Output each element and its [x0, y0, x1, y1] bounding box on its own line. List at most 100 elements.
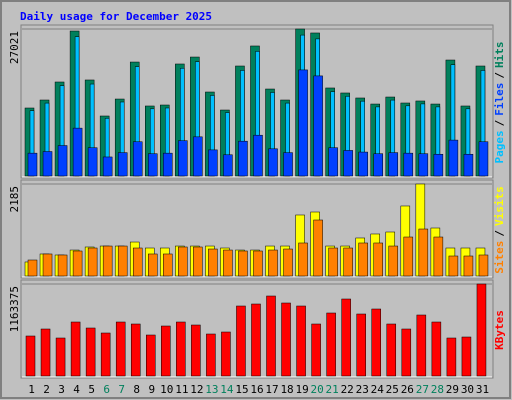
bar — [356, 313, 366, 377]
x-tick-label: 31 — [476, 383, 489, 396]
bar — [266, 295, 276, 377]
x-tick-label: 11 — [175, 383, 188, 396]
legend-entry: Sites — [493, 241, 506, 274]
bar — [132, 247, 143, 277]
bar — [253, 250, 263, 277]
x-tick-label: 24 — [371, 383, 385, 396]
bar — [238, 140, 248, 177]
x-tick-label: 16 — [250, 383, 263, 396]
bar — [87, 147, 98, 177]
bar — [42, 151, 53, 177]
bar — [176, 321, 186, 377]
bar — [57, 254, 68, 277]
x-tick-label: 20 — [311, 383, 324, 396]
bar — [57, 145, 68, 177]
legend-separator: / — [493, 119, 506, 126]
bar — [448, 139, 459, 177]
x-tick-label: 8 — [133, 383, 140, 396]
bar — [328, 147, 338, 177]
bar — [358, 151, 368, 177]
bar — [341, 298, 351, 377]
x-tick-label: 28 — [431, 383, 444, 396]
bar — [72, 127, 83, 177]
bar — [448, 255, 459, 277]
x-tick-label: 30 — [461, 383, 474, 396]
bar — [371, 308, 381, 377]
bar — [146, 334, 156, 377]
bar — [206, 333, 216, 377]
bar — [102, 156, 113, 177]
x-tick-label: 23 — [356, 383, 369, 396]
bar — [236, 305, 246, 377]
bar — [208, 149, 218, 177]
chart-title: Daily usage for December 2025 — [20, 10, 212, 23]
legend-separator: / — [493, 230, 506, 237]
bar — [433, 236, 444, 277]
bar — [326, 312, 336, 377]
x-tick-label: 18 — [280, 383, 293, 396]
bar — [418, 153, 429, 177]
bar — [100, 332, 111, 377]
bar — [70, 321, 81, 377]
legend-entry: Hits — [493, 42, 506, 69]
x-tick-label: 14 — [220, 383, 234, 396]
bar — [313, 219, 323, 277]
bar — [373, 242, 383, 277]
x-tick-label: 27 — [416, 383, 429, 396]
bar — [42, 253, 53, 277]
x-tick-label: 21 — [326, 383, 339, 396]
x-tick-label: 15 — [235, 383, 248, 396]
bar — [478, 254, 489, 277]
x-tick-label: 25 — [386, 383, 399, 396]
bar — [27, 259, 38, 277]
bar — [416, 314, 427, 377]
x-tick-label: 13 — [205, 383, 218, 396]
legend: Pages / Files / Hits — [493, 42, 506, 164]
bar — [463, 153, 474, 177]
bar — [298, 69, 308, 177]
bar — [117, 152, 128, 177]
x-tick-label: 26 — [401, 383, 414, 396]
x-tick-label: 9 — [148, 383, 155, 396]
legend: KBytes — [493, 310, 506, 350]
bar — [148, 153, 158, 177]
bar — [418, 228, 429, 277]
bar — [478, 141, 489, 177]
bar — [311, 323, 321, 377]
legend: Sites / Visits — [493, 186, 506, 274]
bar — [87, 247, 98, 277]
x-tick-label: 19 — [295, 383, 308, 396]
bar — [403, 152, 414, 177]
bar — [55, 337, 66, 377]
x-tick-label: 12 — [190, 383, 203, 396]
bar — [85, 327, 96, 377]
bar — [130, 323, 141, 377]
x-tick-label: 10 — [160, 383, 173, 396]
x-tick-label: 5 — [88, 383, 95, 396]
bar — [178, 140, 188, 177]
bar — [253, 134, 263, 177]
bar — [463, 255, 474, 277]
bar — [446, 337, 457, 377]
x-tick-label: 29 — [446, 383, 459, 396]
y-tick-label: 1163375 — [8, 286, 21, 332]
bar — [358, 242, 368, 277]
bar — [476, 283, 487, 377]
bar — [193, 136, 203, 177]
bar — [401, 328, 412, 377]
legend-entry: KBytes — [493, 310, 506, 350]
bar — [296, 305, 306, 377]
x-tick-label: 17 — [265, 383, 278, 396]
bar — [161, 325, 171, 377]
bar — [251, 303, 261, 377]
bar — [223, 154, 233, 177]
x-tick-label: 3 — [58, 383, 65, 396]
bar — [343, 247, 353, 277]
y-tick-label: 27021 — [8, 31, 21, 64]
bar — [223, 249, 233, 277]
legend-entry: Visits — [493, 186, 506, 226]
bar — [102, 245, 113, 277]
bar — [72, 250, 83, 277]
